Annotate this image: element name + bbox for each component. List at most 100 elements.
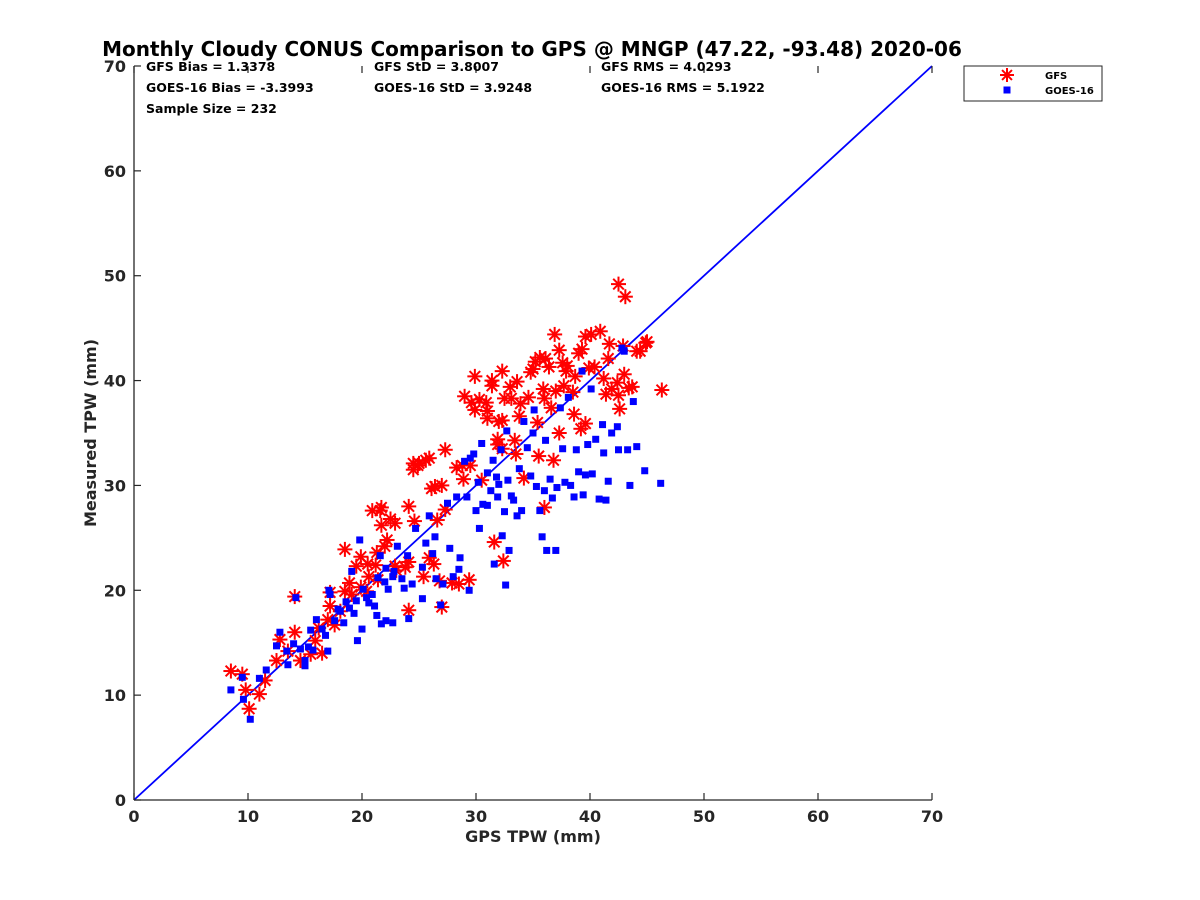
goes16-point <box>641 467 649 475</box>
asterisk-stroke <box>439 443 452 456</box>
asterisk-stroke <box>375 501 388 514</box>
goes16-point <box>504 476 512 484</box>
goes16-point <box>246 715 254 723</box>
asterisk-stroke <box>532 450 545 463</box>
goes16-point <box>352 597 360 605</box>
goes16-point <box>342 598 350 606</box>
x-tick-label: 30 <box>465 807 487 826</box>
goes16-point <box>390 567 398 575</box>
asterisk-stroke <box>612 389 625 402</box>
asterisk-stroke <box>338 585 351 598</box>
goes16-point <box>255 674 263 682</box>
goes16-point <box>345 604 353 612</box>
goes16-point <box>552 546 560 554</box>
asterisk-stroke <box>640 335 654 348</box>
goes16-bias-text: GOES-16 Bias = -3.3993 <box>146 80 314 95</box>
goes16-point <box>474 478 482 486</box>
asterisk-stroke <box>513 410 526 423</box>
goes16-point <box>570 493 578 501</box>
gfs-point <box>624 379 640 395</box>
asterisk-stroke <box>557 379 570 392</box>
asterisk-stroke <box>618 368 631 381</box>
gfs-point <box>397 559 413 575</box>
gfs-point <box>609 375 625 391</box>
y-tick-label: 50 <box>104 267 126 286</box>
gfs-point <box>426 556 442 572</box>
goes16-point <box>479 500 487 508</box>
goes16-point <box>273 642 280 650</box>
goes16-point <box>425 512 433 520</box>
goes16-point <box>398 575 406 583</box>
goes16-point <box>382 564 390 572</box>
gfs-point <box>531 448 547 464</box>
asterisk-stroke <box>408 515 421 528</box>
gfs-point <box>287 624 303 640</box>
gfs-point <box>632 343 648 359</box>
goes16-point <box>312 616 320 624</box>
asterisk-stroke <box>458 390 471 403</box>
asterisk-stroke <box>253 688 266 701</box>
gfs-point <box>495 553 511 569</box>
gfs-point <box>486 534 502 550</box>
y-tick-label: 60 <box>104 162 126 181</box>
asterisk-stroke <box>531 416 544 429</box>
goes16-point <box>540 487 548 495</box>
gfs-point <box>551 425 567 441</box>
gfs-point <box>368 557 384 573</box>
asterisk-stroke <box>485 374 498 387</box>
asterisk-stroke <box>594 325 607 338</box>
asterisk-stroke <box>626 380 639 393</box>
asterisk-stroke <box>423 452 436 465</box>
goes16-point <box>455 565 463 573</box>
goes16-point <box>422 539 430 547</box>
asterisk-stroke <box>522 391 535 404</box>
gfs-point <box>616 366 632 382</box>
asterisk-stroke <box>417 570 430 583</box>
goes16-point <box>587 385 595 393</box>
gfs-point <box>600 351 616 367</box>
x-tick-label: 60 <box>807 807 829 826</box>
goes16-point <box>356 536 364 544</box>
asterisk-stroke <box>468 370 481 383</box>
goes16-point <box>449 573 457 581</box>
asterisk-stroke <box>345 588 358 601</box>
goes16-point <box>532 482 540 490</box>
goes16-point <box>363 594 371 602</box>
asterisk-stroke <box>464 459 477 472</box>
x-tick-label: 0 <box>128 807 139 826</box>
goes16-point <box>348 567 356 575</box>
gfs-point <box>547 326 563 342</box>
goes16-point <box>624 446 632 454</box>
goes16-point <box>359 585 367 593</box>
x-tick-label: 50 <box>693 807 715 826</box>
goes16-point <box>494 493 502 501</box>
gfs-point <box>551 342 567 358</box>
goes16-point <box>501 508 508 516</box>
goes16-point <box>564 393 572 401</box>
asterisk-stroke <box>514 397 527 410</box>
gfs-std-text: GFS StD = 3.8007 <box>374 59 499 74</box>
goes16-point <box>371 602 379 610</box>
asterisk-stroke <box>431 514 444 527</box>
asterisk-stroke <box>526 363 540 376</box>
goes16-point <box>276 628 284 636</box>
asterisk-stroke <box>509 447 522 460</box>
goes16-point <box>393 542 401 550</box>
gfs-point <box>461 572 477 588</box>
asterisk-stroke <box>259 674 272 687</box>
gfs-point <box>269 653 284 669</box>
goes16-point <box>389 573 397 581</box>
goes16-point <box>431 533 439 541</box>
goes16-point <box>633 443 641 451</box>
goes16-point <box>538 533 546 541</box>
goes16-point <box>513 512 521 520</box>
goes16-point <box>290 640 298 648</box>
goes16-point <box>543 546 551 554</box>
goes16-point <box>384 585 392 593</box>
gfs-point <box>434 477 450 493</box>
goes16-point <box>373 611 381 619</box>
asterisk-stroke <box>612 278 625 291</box>
gfs-point <box>494 363 510 379</box>
goes16-point <box>331 617 339 625</box>
goes16-point <box>309 646 317 654</box>
